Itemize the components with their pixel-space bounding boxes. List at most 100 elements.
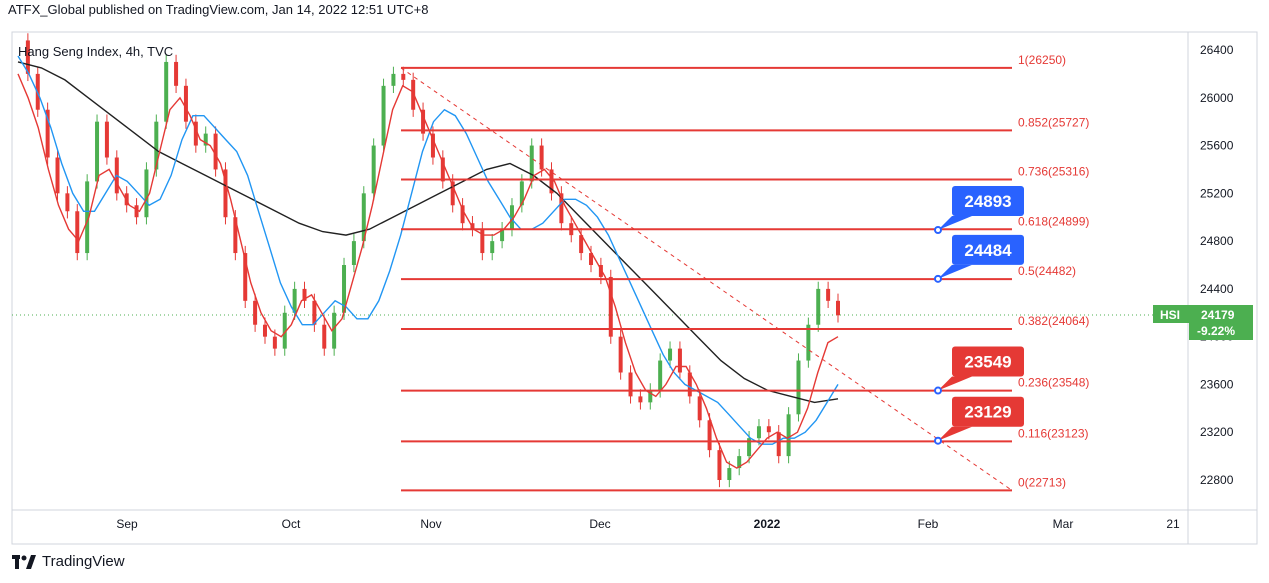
price-callout[interactable]: 24893 xyxy=(934,186,1024,235)
candle-body xyxy=(598,265,603,277)
candle-body xyxy=(450,181,455,206)
x-tick-label: 21 xyxy=(1166,517,1180,531)
candle-body xyxy=(421,109,426,134)
candle-body xyxy=(529,145,534,182)
y-tick-label: 22800 xyxy=(1200,473,1234,487)
candle-body xyxy=(618,336,623,373)
candle-body xyxy=(786,414,791,457)
callout-pointer xyxy=(938,426,972,441)
callout-pointer xyxy=(938,264,972,279)
fib-level-label: 1(26250) xyxy=(1018,53,1066,67)
candle-body xyxy=(381,85,386,146)
candle-body xyxy=(342,265,347,313)
candle-body xyxy=(164,61,169,122)
callout-anchor[interactable] xyxy=(934,274,942,283)
candle-body xyxy=(480,229,485,254)
candle-body xyxy=(243,253,248,301)
y-tick-label: 23200 xyxy=(1200,425,1234,439)
candle-body xyxy=(213,133,218,170)
callout-anchor[interactable] xyxy=(934,436,942,445)
callout-anchor[interactable] xyxy=(934,386,942,395)
x-tick-label: Nov xyxy=(420,517,441,531)
candle-body xyxy=(756,426,761,439)
callout-label: 24484 xyxy=(964,241,1012,260)
candle-body xyxy=(747,438,752,457)
ma-slow-line xyxy=(17,61,839,404)
chart-title: Hang Seng Index, 4h, TVC xyxy=(18,44,173,59)
candle-body xyxy=(85,181,90,254)
callouts[interactable]: 24893 24484 23549 23129 xyxy=(934,186,1024,445)
candle-body xyxy=(796,360,801,415)
candle-body xyxy=(836,300,840,316)
callout-anchor[interactable] xyxy=(934,226,942,235)
candle-body xyxy=(668,348,673,361)
price-callout[interactable]: 24484 xyxy=(934,234,1024,283)
fib-level-label: 0.382(24064) xyxy=(1018,314,1089,328)
candle-body xyxy=(312,300,317,325)
ma-fast-line xyxy=(17,73,839,469)
tradingview-logo[interactable]: TradingView xyxy=(12,553,125,570)
tradingview-logo-icon xyxy=(12,554,36,569)
candle-body xyxy=(737,456,742,469)
candle-body xyxy=(776,432,781,457)
candle-body xyxy=(816,288,821,325)
candle-body xyxy=(519,181,524,206)
fib-level-label: 0.236(23548) xyxy=(1018,376,1089,390)
fib-level-label: 0.116(23123) xyxy=(1018,426,1089,440)
change-pct: -9.22% xyxy=(1197,324,1235,338)
x-tick-label: 2022 xyxy=(754,517,781,531)
x-tick-label: Feb xyxy=(918,517,939,531)
price-callout[interactable]: 23549 xyxy=(934,346,1024,395)
candle-body xyxy=(104,121,109,158)
callout-label: 23129 xyxy=(964,403,1011,422)
candle-body xyxy=(174,61,179,86)
candle-body xyxy=(628,372,633,397)
callout-box xyxy=(952,234,1024,265)
candle-body xyxy=(766,426,771,433)
price-badge-bg xyxy=(1189,305,1253,340)
candle-body xyxy=(322,324,327,349)
fib-level-label: 0.618(24899) xyxy=(1018,214,1089,228)
candle-body xyxy=(302,288,307,301)
candle-body xyxy=(697,396,702,421)
x-tick-label: Sep xyxy=(116,517,138,531)
y-tick-label: 26400 xyxy=(1200,43,1234,57)
time-axis: Sep Oct Nov Dec 2022 Feb Mar 21 xyxy=(116,517,1180,531)
fib-level-label: 0.5(24482) xyxy=(1018,264,1076,278)
y-tick-label: 23600 xyxy=(1200,377,1234,391)
candle-body xyxy=(490,241,495,254)
price-axis: 2640026000256002520024800244002400023600… xyxy=(1200,43,1234,487)
candle-body xyxy=(193,121,198,146)
y-tick-label: 25200 xyxy=(1200,186,1234,200)
candle-body xyxy=(440,157,445,182)
fib-trendline[interactable] xyxy=(400,67,1013,491)
candle-body xyxy=(391,73,396,86)
y-tick-label: 24800 xyxy=(1200,234,1234,248)
candle-body xyxy=(539,145,544,170)
callout-box xyxy=(952,396,1024,427)
candle-body xyxy=(351,241,356,265)
callout-box xyxy=(952,346,1024,377)
series-layer xyxy=(17,33,840,488)
footer-brand: TradingView xyxy=(42,553,125,570)
candle-body xyxy=(65,193,70,212)
candle-body xyxy=(549,169,554,194)
candle-body xyxy=(154,121,159,170)
candle-body xyxy=(183,85,188,122)
candle-body xyxy=(687,372,692,397)
candle-body xyxy=(332,312,337,349)
candle-body xyxy=(579,235,584,254)
candle-body xyxy=(262,324,267,337)
candle-body xyxy=(717,450,722,480)
fib-retracement[interactable]: 1(26250) 0.852(25727) 0.736(25316) 0.618(24… xyxy=(400,53,1089,492)
price-callout[interactable]: 23129 xyxy=(934,396,1024,445)
candle-body xyxy=(144,169,149,218)
candle-body xyxy=(589,253,594,265)
candle-body xyxy=(658,360,663,391)
candle-body xyxy=(253,300,258,325)
y-tick-label: 24400 xyxy=(1200,282,1234,296)
symbol-badge: HSI xyxy=(1160,308,1180,322)
callout-pointer xyxy=(938,216,972,231)
fib-level-label: 0(22713) xyxy=(1018,475,1066,489)
